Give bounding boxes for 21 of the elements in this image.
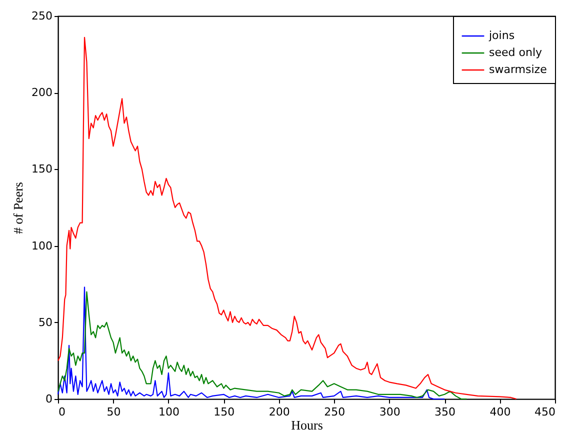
legend-label: swarmsize [489, 63, 548, 76]
legend-label: seed only [489, 46, 543, 59]
x-tick-label: 100 [158, 406, 180, 418]
y-tick-label: 250 [32, 10, 52, 22]
x-tick-label: 0 [58, 406, 66, 418]
x-tick-label: 400 [490, 406, 511, 418]
x-tick-label: 450 [534, 406, 556, 418]
y-tick-label: 200 [32, 86, 52, 100]
y-tick-label: 150 [32, 162, 52, 176]
x-tick-label: 50 [106, 406, 121, 418]
x-axis-title: Hours [291, 418, 323, 430]
x-tick-label: 350 [434, 406, 456, 418]
y-tick-label: 50 [38, 316, 52, 329]
y-axis-title: # of Peers [10, 182, 26, 234]
x-tick-label: 200 [268, 406, 290, 418]
x-tick-label: 300 [379, 406, 400, 418]
x-tick-label: 150 [214, 406, 235, 418]
legend-label: joins [488, 29, 515, 42]
y-tick-label: 0 [46, 392, 52, 406]
y-tick-label: 100 [32, 239, 52, 252]
x-tick-label: 250 [324, 406, 346, 418]
